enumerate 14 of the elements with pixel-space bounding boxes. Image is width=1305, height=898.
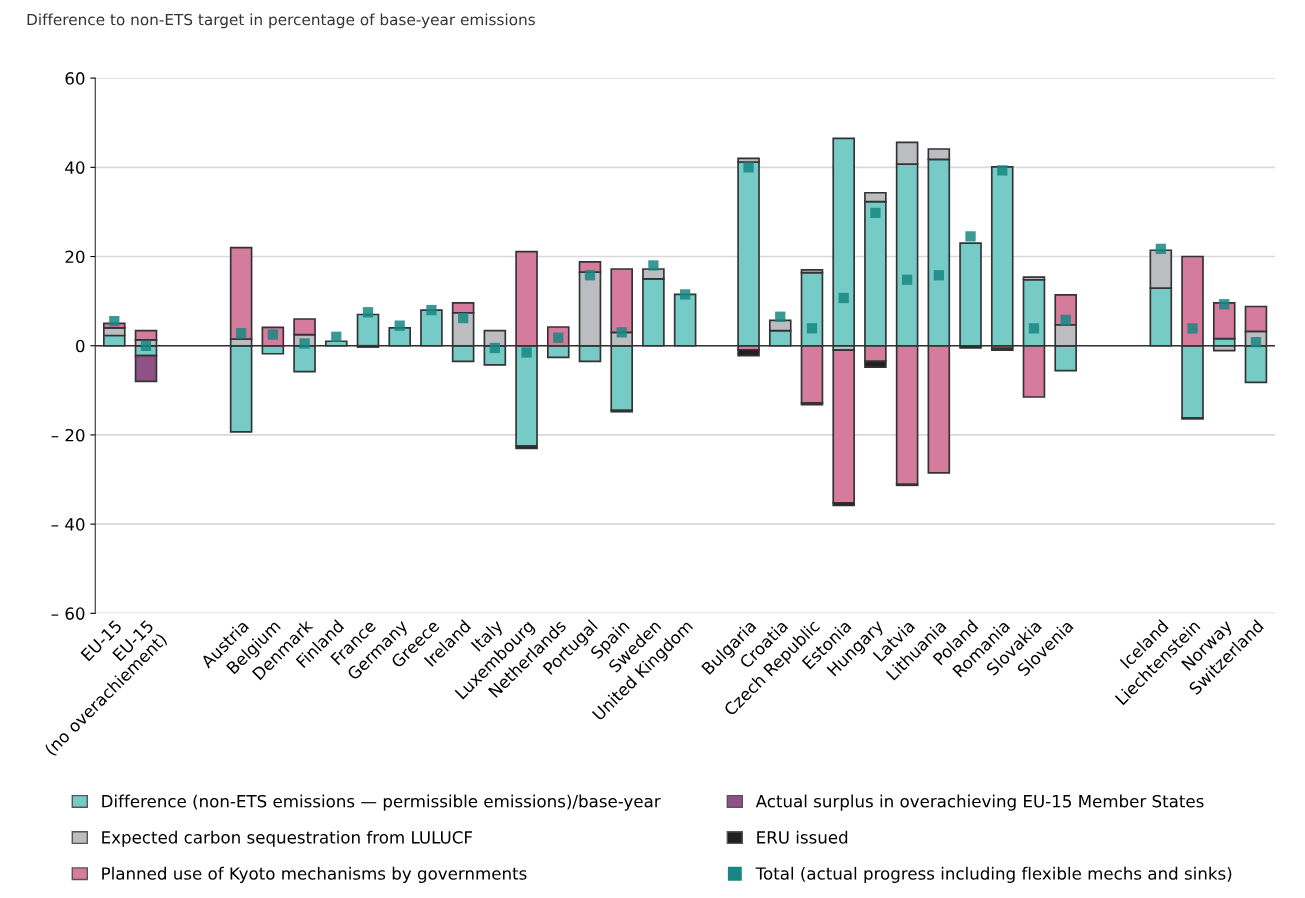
- y-tick-label: – 60: [51, 607, 85, 620]
- y-tick-label: 0: [76, 339, 85, 353]
- legend-label: Actual surplus in overachieving EU-15 Member States: [755, 794, 1204, 811]
- y-tick-label: 20: [65, 250, 85, 264]
- legend-label: Planned use of Kyoto mechanisms by governments: [102, 866, 527, 883]
- y-tick-label: – 40: [51, 518, 85, 531]
- legend-label: ERU issued: [757, 830, 848, 844]
- y-axis-title: Difference to non-ETS target in percentage of base-year emissions: [27, 13, 535, 29]
- y-tick-label: 60: [65, 72, 85, 85]
- y-tick-label: – 20: [51, 428, 85, 442]
- legend-label: Expected carbon sequestration from LULUCF: [102, 830, 473, 847]
- legend-label: Difference (non-ETS emissions — permissible emissions)/base-year: [102, 794, 661, 811]
- y-tick-label: 40: [65, 161, 85, 174]
- legend-label: Total (actual progress including flexible mechs and sinks): [755, 866, 1232, 883]
